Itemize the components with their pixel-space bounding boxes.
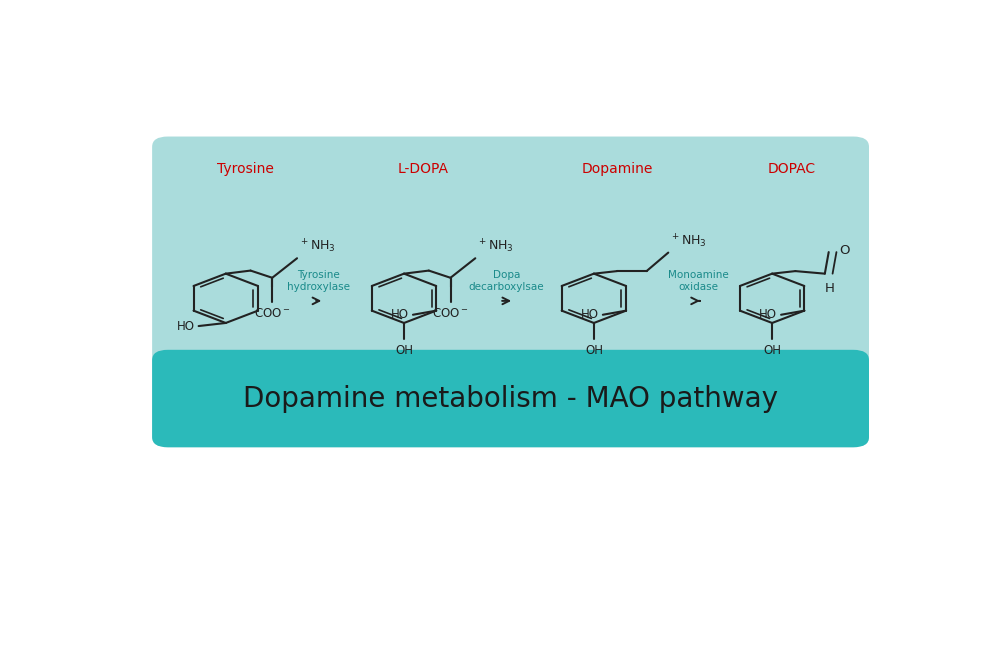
Text: HO: HO [759, 308, 777, 321]
FancyBboxPatch shape [152, 137, 869, 448]
Text: COO$^-$: COO$^-$ [432, 307, 469, 319]
Text: Dopa
decarboxylsae: Dopa decarboxylsae [469, 270, 544, 291]
Text: Monoamine
oxidase: Monoamine oxidase [668, 270, 729, 291]
Text: L-DOPA: L-DOPA [398, 162, 449, 176]
Text: Dopamine: Dopamine [581, 162, 653, 176]
Text: HO: HO [391, 308, 409, 321]
Text: HO: HO [177, 319, 195, 333]
Text: H: H [825, 282, 834, 295]
Text: Dopamine metabolism - MAO pathway: Dopamine metabolism - MAO pathway [243, 385, 778, 412]
Text: Tyrosine
hydroxylase: Tyrosine hydroxylase [287, 270, 350, 291]
Text: HO: HO [581, 308, 599, 321]
FancyBboxPatch shape [168, 360, 854, 406]
FancyBboxPatch shape [152, 350, 869, 448]
Text: $\mathregular{^+}$NH$_3$: $\mathregular{^+}$NH$_3$ [670, 232, 706, 249]
Text: COO$^-$: COO$^-$ [254, 307, 290, 319]
Text: $\mathregular{^+}$NH$_3$: $\mathregular{^+}$NH$_3$ [299, 237, 335, 255]
Text: OH: OH [395, 344, 413, 357]
Text: DOPAC: DOPAC [767, 162, 816, 176]
Text: $\mathregular{^+}$NH$_3$: $\mathregular{^+}$NH$_3$ [477, 237, 513, 255]
Text: Tyrosine: Tyrosine [217, 162, 274, 176]
Text: OH: OH [585, 344, 603, 357]
Text: OH: OH [763, 344, 781, 357]
Text: O: O [839, 244, 849, 257]
